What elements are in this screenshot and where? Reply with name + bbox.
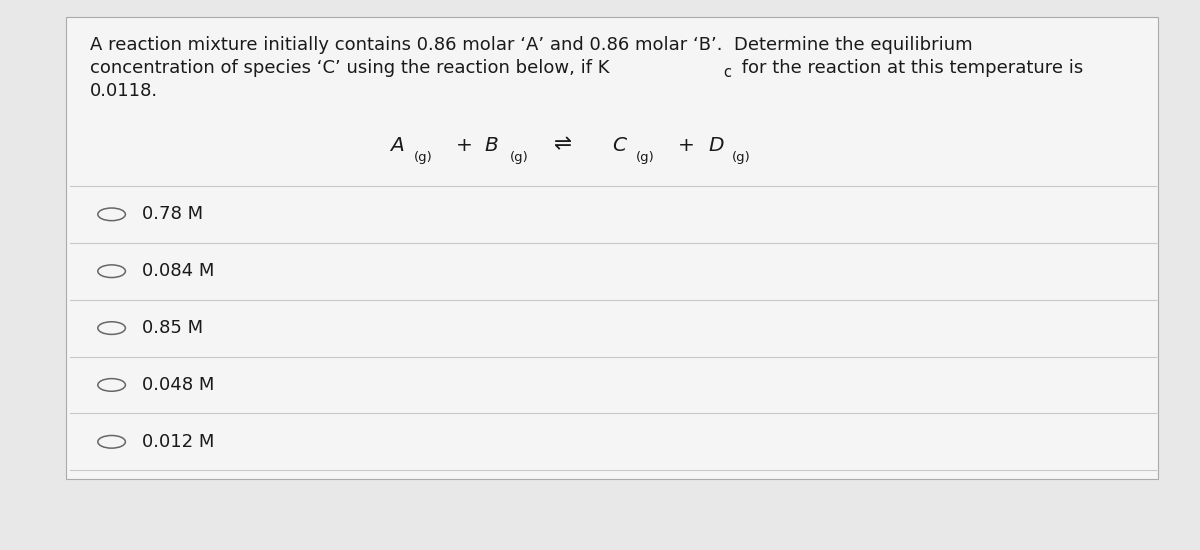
Text: 0.084 M: 0.084 M [142,262,214,280]
Text: (g): (g) [510,151,529,164]
Text: B: B [485,136,498,155]
Text: A reaction mixture initially contains 0.86 molar ‘A’ and 0.86 molar ‘B’.  Determ: A reaction mixture initially contains 0.… [90,36,973,54]
Text: +: + [678,136,695,155]
Text: (g): (g) [636,151,655,164]
Text: (g): (g) [732,151,751,164]
Text: concentration of species ‘C’ using the reaction below, if K: concentration of species ‘C’ using the r… [90,59,610,77]
Text: 0.78 M: 0.78 M [142,205,203,223]
Text: 0.048 M: 0.048 M [142,376,214,394]
Text: ⇌: ⇌ [554,135,572,155]
Text: c: c [722,65,731,80]
Text: for the reaction at this temperature is: for the reaction at this temperature is [737,59,1084,77]
Text: +: + [456,136,473,155]
Text: 0.0118.: 0.0118. [90,82,158,100]
Text: (g): (g) [414,151,433,164]
Text: A: A [390,136,403,155]
Text: 0.85 M: 0.85 M [142,319,203,337]
Text: D: D [708,136,724,155]
Text: 0.012 M: 0.012 M [142,433,214,451]
Text: C: C [612,136,626,155]
